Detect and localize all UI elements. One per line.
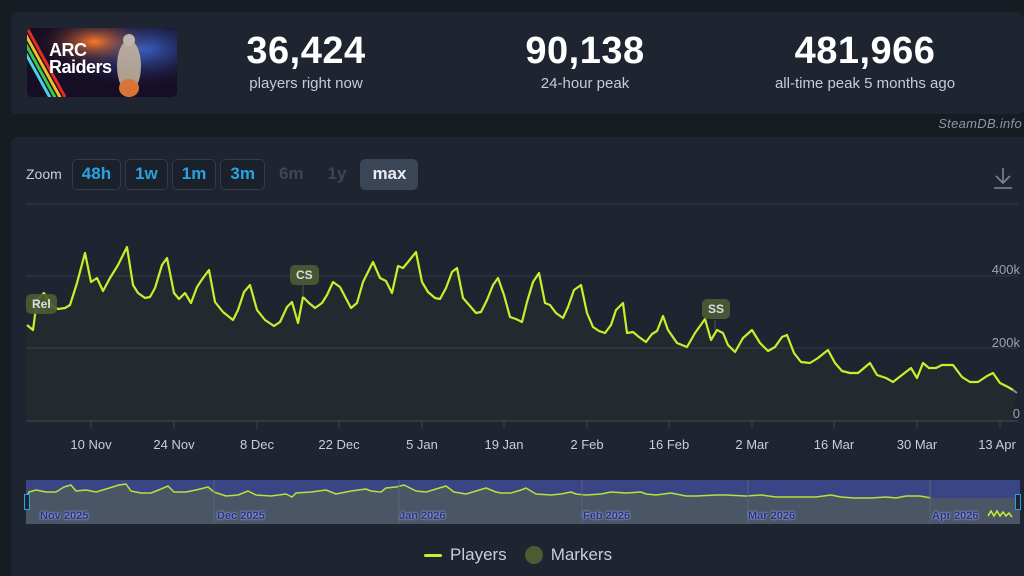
zoom-label: Zoom [26, 166, 62, 182]
legend-players-label: Players [450, 545, 507, 564]
stat-all-time-peak: 481,966 all-time peak 5 months ago [745, 30, 985, 94]
players-now-label: players right now [249, 75, 363, 92]
navigator-left-handle[interactable] [24, 494, 30, 510]
players-line-live-tail [1012, 389, 1018, 394]
all-time-peak-value: 481,966 [794, 30, 936, 72]
x-tick-label: 2 Mar [735, 437, 769, 452]
x-tick-label: 10 Nov [70, 437, 112, 452]
marker-release[interactable]: Rel [26, 294, 57, 314]
x-tick-label: 22 Dec [318, 437, 360, 452]
marker-ss[interactable]: SS [702, 299, 731, 319]
x-tick-label: 16 Feb [648, 437, 690, 452]
legend-players[interactable]: Players [424, 545, 507, 565]
x-tick-label: 16 Mar [813, 437, 855, 452]
x-tick-label: 2 Feb [570, 437, 604, 452]
navigator-label-feb-2026: Feb 2026 [583, 510, 631, 522]
navigator-label-mar-2026: Mar 2026 [748, 510, 796, 522]
y-tick-200k: 200k [991, 335, 1020, 350]
chart-legend: Players Markers [424, 545, 612, 565]
x-tick-label: 30 Mar [896, 437, 938, 452]
zoom-bar: Zoom 48h 1w 1m 3m 6m 1y max [26, 158, 419, 190]
zoom-48h-button[interactable]: 48h [71, 158, 122, 190]
all-time-peak-label: all-time peak 5 months ago [774, 75, 956, 92]
navigator-mini-chart [26, 480, 1020, 524]
x-tick-label: 8 Dec [240, 437, 274, 452]
peak-24h-value: 90,138 [525, 30, 645, 72]
players-now-value: 36,424 [246, 30, 366, 72]
players-area [27, 247, 1015, 421]
navigator-label-jan-2026: Jan 2026 [399, 510, 446, 522]
marker-cs[interactable]: CS [290, 265, 319, 285]
zoom-1w-button[interactable]: 1w [125, 158, 168, 190]
zoom-6m-button: 6m [278, 164, 304, 183]
zoom-1y-button: 1y [327, 164, 347, 183]
y-tick-400k: 400k [991, 262, 1020, 277]
stat-players-now: 36,424 players right now [218, 30, 394, 94]
x-tick-label: 13 Apr [978, 437, 1016, 452]
range-navigator[interactable]: Nov 2025 Dec 2025 Jan 2026 Feb 2026 Mar … [26, 480, 1020, 524]
legend-markers[interactable]: Markers [524, 545, 613, 565]
game-banner[interactable]: ARC Raiders [27, 28, 177, 97]
navigator-right-handle[interactable] [1015, 494, 1021, 510]
x-tick-label: 19 Jan [484, 437, 524, 452]
zoom-1m-button[interactable]: 1m [171, 158, 217, 190]
x-tick-label: 24 Nov [153, 437, 195, 452]
navigator-label-nov-2025: Nov 2025 [40, 510, 89, 522]
game-banner-art [27, 28, 177, 97]
steamdb-watermark: SteamDB.info [938, 116, 1022, 131]
x-tick-label: 5 Jan [406, 437, 438, 452]
zoom-max-button[interactable]: max [360, 158, 419, 190]
peak-24h-label: 24-hour peak [540, 75, 630, 92]
banner-title: ARC Raiders [49, 40, 112, 77]
stats-panel [11, 12, 1024, 114]
zoom-3m-button[interactable]: 3m [220, 158, 265, 190]
markers-dot-swatch-icon [524, 546, 543, 564]
players-line-swatch-icon [424, 553, 442, 557]
legend-markers-label: Markers [550, 545, 613, 564]
y-tick-0: 0 [1012, 406, 1020, 421]
players-line[interactable] [26, 245, 1014, 391]
download-icon[interactable] [992, 166, 1014, 190]
navigator-label-apr-2026: Apr 2026 [932, 510, 979, 522]
stat-24h-peak: 90,138 24-hour peak [505, 30, 665, 94]
navigator-label-dec-2025: Dec 2025 [217, 510, 265, 522]
x-axis-ticks [90, 421, 1001, 429]
